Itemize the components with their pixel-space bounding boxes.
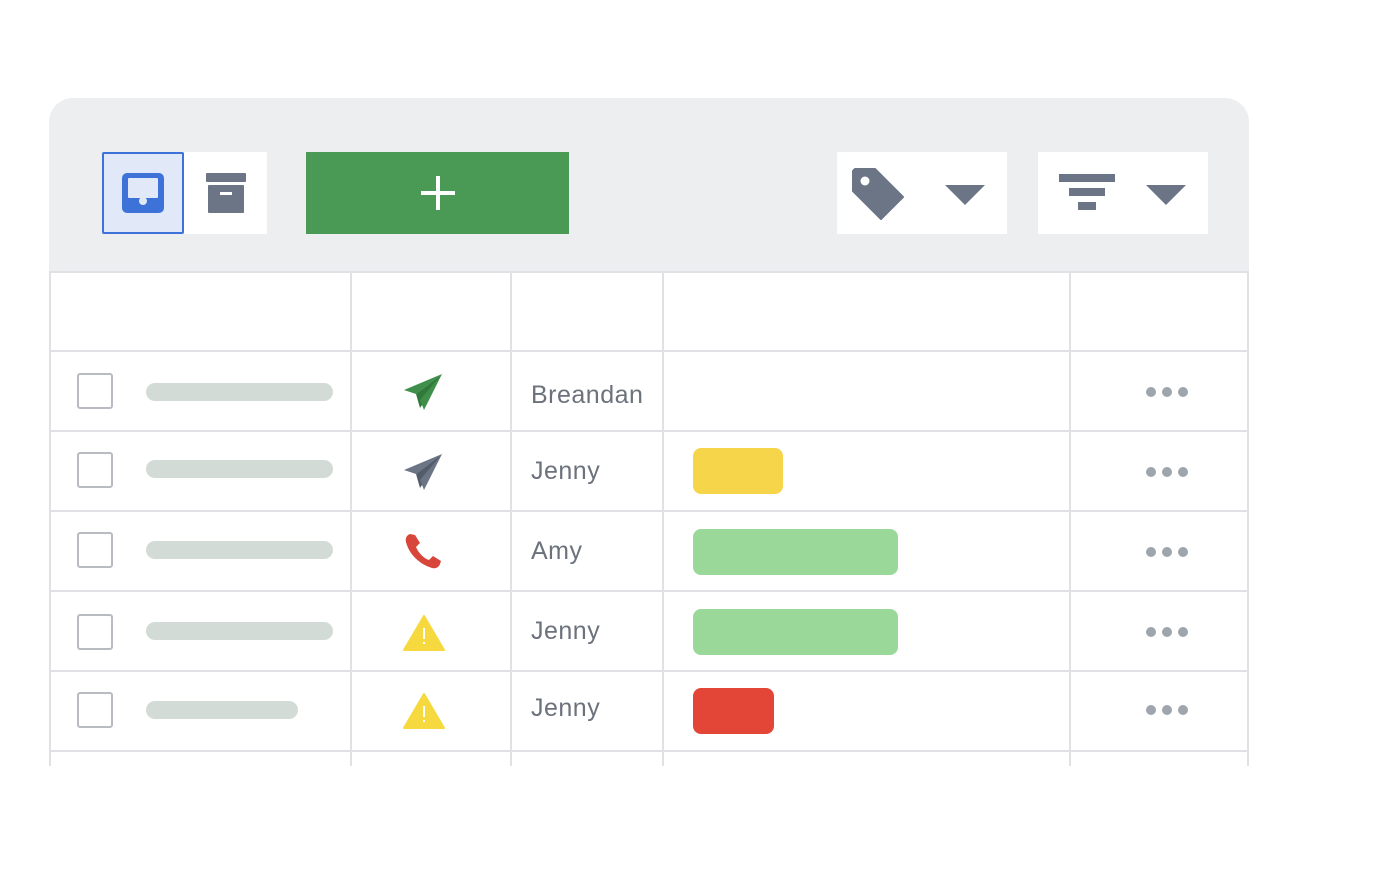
row-checkbox[interactable]: [77, 452, 113, 488]
toolbar: [49, 98, 1249, 271]
more-options-icon[interactable]: [1145, 545, 1189, 559]
grid-line: [49, 350, 1249, 352]
table-row[interactable]: Jenny: [49, 432, 1249, 512]
contact-name: Jenny: [531, 457, 601, 485]
grid-line: [49, 430, 1249, 432]
row-checkbox[interactable]: [77, 692, 113, 728]
paper-plane-gray-icon: [404, 454, 442, 490]
tag-dropdown[interactable]: [837, 152, 1007, 234]
contact-name: Jenny: [531, 617, 601, 645]
contact-name: Breandan: [531, 381, 644, 409]
status-tag-green: [693, 609, 898, 655]
inbox-view-button[interactable]: [102, 152, 184, 234]
more-options-icon[interactable]: [1145, 625, 1189, 639]
phone-icon: [405, 534, 441, 569]
grid-line: [49, 271, 51, 766]
more-options-icon[interactable]: [1145, 703, 1189, 717]
plus-icon: [420, 176, 455, 210]
row-checkbox[interactable]: [77, 532, 113, 568]
table-row[interactable]: Breandan: [49, 352, 1249, 432]
archive-view-button[interactable]: [184, 152, 267, 234]
chevron-down-icon: [1146, 185, 1186, 205]
email-list-panel: Breandan Jenny: [49, 98, 1249, 766]
grid-line: [1247, 271, 1249, 766]
tag-icon: [852, 168, 904, 220]
table-header-row: [49, 271, 1249, 351]
warning-icon: [403, 615, 445, 651]
grid-line: [49, 670, 1249, 672]
inbox-icon: [122, 173, 164, 213]
status-tag-green: [693, 529, 898, 575]
more-options-icon[interactable]: [1145, 385, 1189, 399]
filter-dropdown[interactable]: [1038, 152, 1208, 234]
subject-placeholder: [146, 701, 298, 719]
chevron-down-icon: [945, 185, 985, 205]
grid-line: [1069, 271, 1071, 766]
status-tag-yellow: [693, 448, 783, 494]
more-options-icon[interactable]: [1145, 465, 1189, 479]
grid-line: [350, 271, 352, 766]
add-button[interactable]: [306, 152, 569, 234]
status-tag-red: [693, 688, 774, 734]
subject-placeholder: [146, 460, 333, 478]
table-row[interactable]: Jenny: [49, 592, 1249, 672]
grid-line: [49, 271, 1249, 273]
grid-line: [49, 510, 1249, 512]
grid-line: [49, 590, 1249, 592]
subject-placeholder: [146, 541, 333, 559]
table-row[interactable]: Jenny: [49, 672, 1249, 752]
grid-line: [49, 750, 1249, 752]
archive-icon: [205, 173, 246, 213]
contact-name: Amy: [531, 537, 583, 565]
message-table: Breandan Jenny: [49, 271, 1249, 766]
row-checkbox[interactable]: [77, 373, 113, 409]
paper-plane-green-icon: [404, 374, 442, 410]
warning-icon: [403, 693, 445, 729]
grid-line: [510, 271, 512, 766]
subject-placeholder: [146, 383, 333, 401]
contact-name: Jenny: [531, 694, 601, 722]
row-checkbox[interactable]: [77, 614, 113, 650]
grid-line: [662, 271, 664, 766]
subject-placeholder: [146, 622, 333, 640]
table-row[interactable]: Amy: [49, 512, 1249, 592]
filter-icon: [1059, 174, 1115, 210]
